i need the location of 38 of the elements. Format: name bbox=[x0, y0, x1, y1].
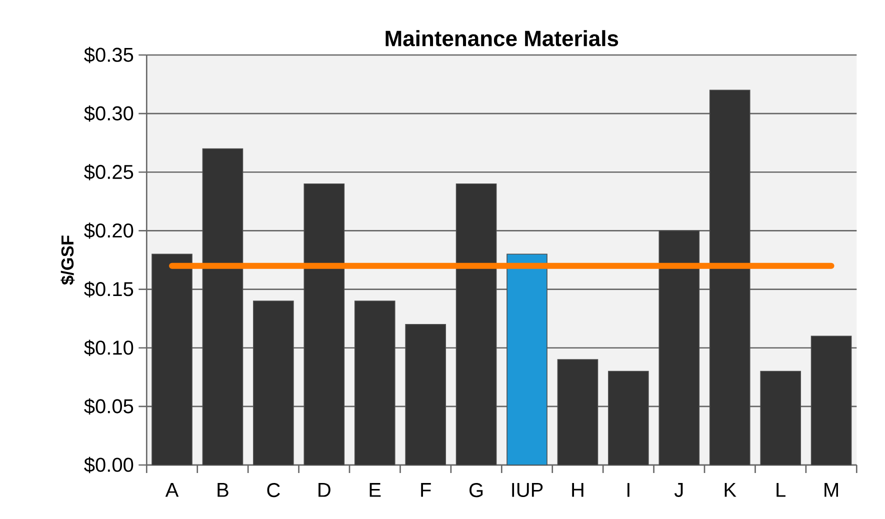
x-tick-label: L bbox=[776, 483, 786, 497]
bar bbox=[608, 370, 649, 466]
y-axis-title: $/GSF bbox=[60, 236, 75, 285]
y-tick-label: $0.25 bbox=[84, 164, 134, 180]
x-tick-label: I bbox=[627, 483, 630, 497]
x-tick-label: IUP bbox=[512, 483, 543, 497]
x-tick-label: H bbox=[572, 483, 584, 497]
bar bbox=[456, 183, 497, 466]
x-tick-label: F bbox=[421, 483, 431, 497]
bar bbox=[354, 300, 396, 466]
y-tick-label: $0.05 bbox=[84, 398, 134, 415]
x-tick-label: M bbox=[824, 483, 838, 497]
chart-title: Maintenance Materials bbox=[386, 30, 618, 46]
bar bbox=[557, 359, 598, 466]
y-tick-label: $0.10 bbox=[84, 340, 134, 356]
bar bbox=[658, 230, 700, 466]
x-tick-label: C bbox=[267, 483, 280, 498]
x-tick-label: G bbox=[470, 483, 483, 498]
bar bbox=[152, 254, 192, 466]
bar bbox=[760, 370, 801, 466]
bar bbox=[405, 324, 446, 466]
y-tick-label: $0.35 bbox=[84, 46, 134, 64]
y-tick-label: $0.15 bbox=[84, 281, 134, 298]
bar bbox=[253, 300, 294, 466]
bar bbox=[304, 183, 345, 466]
bar bbox=[506, 254, 548, 466]
y-tick-label: $0.30 bbox=[84, 105, 134, 122]
bar bbox=[709, 90, 750, 466]
x-tick-label: B bbox=[218, 483, 228, 497]
x-tick-label: J bbox=[674, 483, 683, 497]
bar bbox=[202, 148, 244, 466]
x-tick-label: E bbox=[370, 483, 381, 497]
y-tick-label: $0.00 bbox=[84, 456, 134, 474]
x-tick-label: K bbox=[724, 483, 736, 497]
x-tick-label: A bbox=[165, 483, 179, 497]
bar bbox=[810, 336, 852, 466]
x-tick-label: D bbox=[318, 483, 330, 497]
y-tick-label: $0.20 bbox=[84, 222, 134, 239]
